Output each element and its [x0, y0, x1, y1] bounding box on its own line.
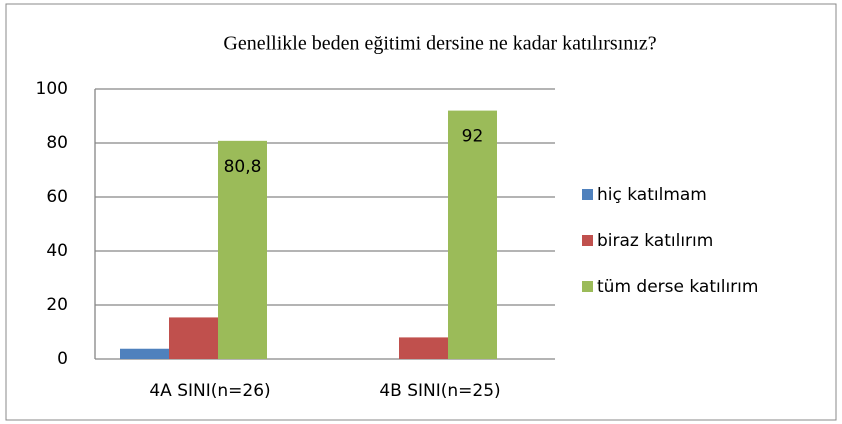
bar [120, 348, 169, 359]
y-tick-label: 20 [46, 295, 68, 315]
y-tick-label: 40 [46, 241, 68, 261]
legend-label: hiç katılmam [597, 185, 707, 205]
y-tick-label: 80 [46, 133, 68, 153]
y-tick-label: 0 [57, 349, 68, 369]
legend-label: tüm derse katılırım [597, 277, 758, 297]
bar [448, 110, 497, 359]
bar [399, 337, 448, 359]
y-tick-label: 60 [46, 187, 68, 207]
y-tick-label: 100 [36, 79, 68, 99]
bar [218, 140, 267, 359]
legend-swatch [582, 235, 593, 246]
chart-title: Genellikle beden eğitimi dersine ne kada… [223, 33, 656, 55]
data-label: 80,8 [224, 157, 262, 177]
x-tick-label: 4A SINI(n=26) [149, 381, 270, 401]
bar [169, 317, 218, 359]
x-tick-label: 4B SINI(n=25) [379, 381, 500, 401]
legend-swatch [582, 189, 593, 200]
data-label: 92 [462, 127, 484, 147]
legend-label: biraz katılırım [597, 231, 713, 251]
legend-swatch [582, 281, 593, 292]
